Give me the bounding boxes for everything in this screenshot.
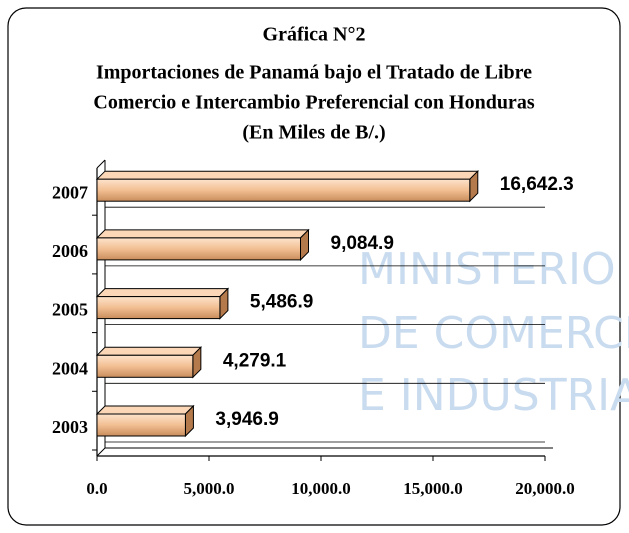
- bar: [96, 178, 471, 202]
- bar: [96, 296, 221, 320]
- watermark-text: E INDUSTRIAS: [358, 370, 629, 421]
- y-tick-label: 2007: [52, 182, 88, 202]
- bar: [96, 237, 302, 261]
- floor-edge: [96, 447, 106, 457]
- x-tick-label: 20,000.0: [515, 479, 575, 498]
- bar: [96, 413, 186, 437]
- chart-subtitle: Comercio e Intercambio Preferencial con …: [93, 92, 534, 114]
- x-tick-label: 0.0: [86, 479, 107, 498]
- watermark-text: DE COMERCIO: [358, 308, 629, 359]
- y-axis-edge: [96, 159, 106, 169]
- bar-top: [95, 288, 230, 298]
- frame: [7, 7, 621, 526]
- bar-top: [95, 170, 479, 180]
- bar-top: [95, 229, 310, 239]
- data-label: 5,486.9: [250, 292, 313, 313]
- x-tick-label: 15,000.0: [403, 479, 463, 498]
- data-label: 16,642.3: [500, 174, 574, 195]
- y-tick-label: 2003: [52, 417, 88, 437]
- data-label: 4,279.1: [223, 350, 287, 371]
- data-label: 9,084.9: [331, 233, 394, 254]
- chart-title: Gráfica N°2: [263, 24, 366, 46]
- x-tick-label: 10,000.0: [291, 479, 351, 498]
- watermark-text: MINISTERIO: [358, 244, 616, 295]
- y-tick-label: 2004: [52, 358, 88, 378]
- x-tick-label: 5,000.0: [184, 479, 235, 498]
- bar-top: [95, 346, 203, 356]
- bar: [96, 354, 194, 378]
- y-tick-label: 2006: [52, 241, 88, 261]
- y-tick-label: 2005: [52, 300, 88, 320]
- chart-subtitle: Importaciones de Panamá bajo el Tratado …: [96, 62, 532, 84]
- bar-top: [95, 405, 195, 415]
- data-label: 3,946.9: [215, 409, 278, 430]
- watermark: MINISTERIO DE COMERCIO E INDUSTRIAS: [358, 244, 629, 421]
- chart-subtitle: (En Miles de B/.): [242, 122, 385, 144]
